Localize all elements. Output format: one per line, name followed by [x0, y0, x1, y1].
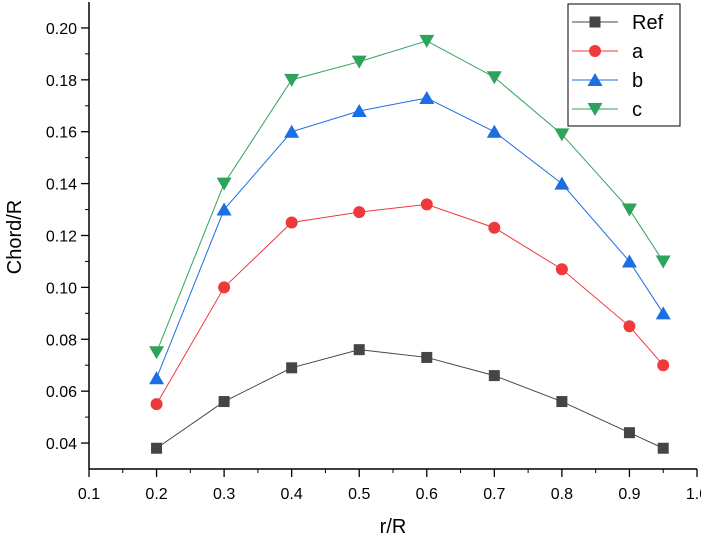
data-point	[216, 177, 232, 191]
data-point	[419, 90, 435, 104]
series-ref	[151, 344, 669, 454]
data-point	[285, 216, 298, 229]
data-point	[556, 396, 568, 408]
series-line	[156, 349, 664, 449]
data-point	[554, 176, 570, 190]
x-tick-label: 0.4	[281, 486, 303, 503]
data-point	[621, 254, 637, 268]
legend-label: Ref	[632, 12, 664, 34]
x-tick-label: 1.0	[686, 486, 701, 503]
data-point	[149, 346, 165, 360]
data-point	[623, 427, 635, 439]
data-point	[488, 221, 501, 234]
y-tick-label: 0.14	[46, 177, 77, 194]
series-a	[150, 198, 670, 411]
data-point	[555, 263, 568, 276]
data-point	[216, 202, 232, 216]
data-point	[657, 442, 669, 454]
x-tick-label: 0.9	[618, 486, 640, 503]
data-point	[151, 442, 163, 454]
y-tick-label: 0.20	[46, 21, 77, 38]
y-tick-label: 0.18	[46, 73, 77, 90]
data-point	[218, 396, 230, 408]
data-point	[623, 320, 636, 333]
data-point	[655, 255, 671, 269]
y-tick-label: 0.04	[46, 436, 77, 453]
data-point	[353, 206, 366, 219]
data-point	[218, 281, 231, 294]
y-tick-label: 0.10	[46, 280, 77, 297]
x-tick-label: 0.1	[78, 486, 100, 503]
legend-box	[567, 3, 681, 127]
data-point	[657, 359, 670, 372]
x-tick-label: 0.5	[348, 486, 370, 503]
x-tick-label: 0.7	[483, 486, 505, 503]
y-axis-title: Chord/R	[4, 200, 26, 274]
data-point	[554, 128, 570, 142]
data-point	[488, 370, 500, 382]
data-point	[351, 103, 367, 117]
data-point	[284, 124, 300, 138]
legend-label: c	[632, 99, 642, 121]
x-tick-label: 0.2	[145, 486, 167, 503]
y-tick-label: 0.06	[46, 384, 77, 401]
y-tick-label: 0.16	[46, 125, 77, 142]
data-point	[486, 124, 502, 138]
legend-label: a	[632, 41, 644, 63]
series-line	[156, 203, 664, 405]
data-point	[421, 351, 433, 363]
data-point	[621, 203, 637, 217]
x-tick-label: 0.3	[213, 486, 235, 503]
series-line	[156, 97, 664, 379]
axes-layer: 0.1 0.2 0.3 0.4 0.5 0.6 0.7 0.8 0.9 1.0 0.04 0.06 0.…	[46, 2, 701, 503]
legend-marker	[589, 16, 601, 28]
y-tick-label: 0.12	[46, 229, 77, 246]
data-point	[284, 73, 300, 87]
x-axis-title: r/R	[380, 516, 407, 538]
legend-marker	[587, 73, 603, 86]
legend-marker	[587, 103, 603, 116]
data-point	[420, 198, 433, 211]
data-point	[419, 34, 435, 48]
series-layer	[149, 34, 671, 454]
series-b	[149, 90, 671, 385]
data-point	[149, 371, 165, 385]
data-point	[655, 306, 671, 320]
data-point	[351, 55, 367, 69]
data-point	[353, 344, 365, 356]
x-tick-label: 0.8	[551, 486, 573, 503]
data-point	[486, 71, 502, 85]
series-c	[149, 34, 671, 360]
x-tick-label: 0.6	[416, 486, 438, 503]
legend-marker	[589, 45, 601, 57]
legend: Ref abc	[567, 3, 681, 127]
data-point	[150, 398, 163, 411]
legend-label: b	[632, 70, 643, 92]
data-point	[286, 362, 298, 374]
y-tick-label: 0.08	[46, 332, 77, 349]
